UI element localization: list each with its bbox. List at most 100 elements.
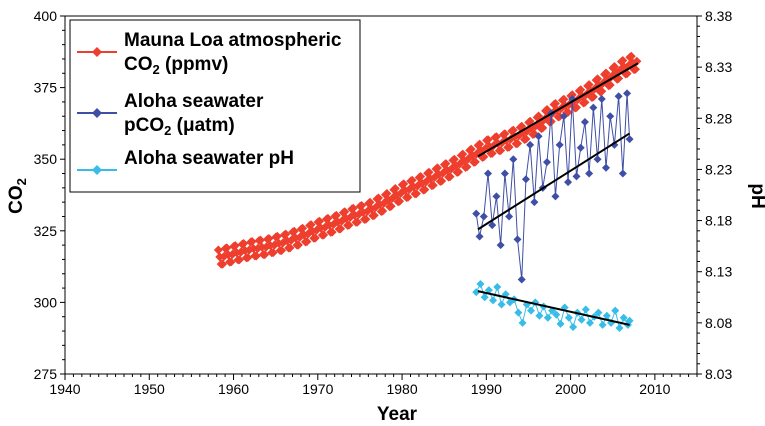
data-point bbox=[625, 316, 634, 325]
y-axis-right-title: pH bbox=[747, 183, 765, 208]
y-right-tick-label: 8.08 bbox=[705, 315, 732, 331]
y-right-tick-label: 8.23 bbox=[705, 161, 732, 177]
x-tick-label: 1940 bbox=[49, 381, 80, 397]
data-point bbox=[476, 279, 485, 288]
data-point bbox=[428, 180, 438, 190]
data-point bbox=[449, 154, 459, 164]
y-left-tick-label: 400 bbox=[34, 8, 58, 24]
data-point bbox=[564, 313, 573, 322]
trend-line-aloha_pco2 bbox=[477, 132, 631, 231]
data-point bbox=[569, 322, 578, 331]
data-point bbox=[475, 139, 485, 149]
data-point bbox=[314, 216, 324, 226]
data-point bbox=[386, 201, 396, 211]
trend-line-aloha_ph bbox=[477, 290, 630, 326]
data-point bbox=[475, 232, 484, 241]
data-point bbox=[593, 74, 603, 84]
data-point bbox=[606, 112, 615, 121]
data-point bbox=[281, 229, 291, 239]
data-point bbox=[272, 231, 282, 241]
data-point bbox=[589, 103, 598, 112]
data-point bbox=[479, 212, 488, 221]
data-point bbox=[357, 200, 367, 210]
data-point bbox=[564, 178, 573, 187]
data-point bbox=[625, 135, 634, 144]
data-point bbox=[500, 169, 509, 178]
data-point bbox=[310, 233, 320, 243]
data-point bbox=[559, 112, 568, 121]
data-point bbox=[484, 169, 493, 178]
data-point bbox=[352, 217, 362, 227]
data-point bbox=[615, 323, 624, 332]
data-point bbox=[559, 94, 569, 104]
data-point bbox=[597, 86, 607, 96]
data-point bbox=[239, 239, 249, 249]
data-point bbox=[424, 167, 434, 177]
data-point bbox=[260, 250, 270, 260]
data-point bbox=[505, 134, 515, 144]
legend-label-line2: CO2 (ppmv) bbox=[124, 54, 228, 77]
data-point bbox=[340, 207, 350, 217]
data-point bbox=[593, 155, 602, 164]
data-point bbox=[234, 255, 244, 265]
data-point bbox=[222, 243, 232, 253]
y-left-tick-label: 325 bbox=[34, 223, 58, 239]
y-left-tick-label: 375 bbox=[34, 80, 58, 96]
data-point bbox=[243, 253, 253, 263]
data-point bbox=[487, 148, 497, 158]
x-tick-label: 1950 bbox=[134, 381, 165, 397]
legend-entry-aloha_pco2: Aloha seawater pCO2 (μatm) bbox=[77, 91, 264, 138]
data-point bbox=[585, 318, 594, 327]
data-point bbox=[605, 80, 615, 90]
data-point bbox=[432, 163, 442, 173]
y-right-tick-label: 8.13 bbox=[705, 264, 732, 280]
data-point bbox=[323, 213, 333, 223]
data-point bbox=[534, 132, 543, 141]
data-point bbox=[213, 245, 223, 255]
data-point bbox=[597, 95, 606, 104]
series-mauna_loa bbox=[213, 51, 642, 269]
y-axis-left-title: CO2 bbox=[6, 178, 29, 214]
data-point bbox=[492, 192, 501, 201]
data-point bbox=[218, 259, 228, 269]
series-aloha_ph bbox=[472, 279, 634, 332]
data-point bbox=[594, 308, 603, 317]
data-point bbox=[373, 193, 383, 203]
data-point bbox=[601, 68, 611, 78]
data-point bbox=[614, 92, 623, 101]
legend-label-line2: pCO2 (μatm) bbox=[124, 115, 235, 138]
y-right-tick-label: 8.33 bbox=[705, 59, 732, 75]
data-point bbox=[572, 172, 581, 181]
data-point bbox=[302, 237, 312, 247]
data-point bbox=[623, 89, 632, 98]
data-point bbox=[399, 179, 409, 189]
data-point bbox=[535, 311, 544, 320]
legend-box bbox=[69, 19, 361, 193]
data-point bbox=[551, 192, 560, 201]
legend-swatch-marker bbox=[92, 165, 102, 175]
data-point bbox=[602, 311, 611, 320]
data-point bbox=[567, 90, 577, 100]
data-point bbox=[483, 135, 493, 145]
data-point bbox=[526, 306, 535, 315]
data-point bbox=[611, 306, 620, 315]
data-point bbox=[505, 212, 514, 221]
data-point bbox=[277, 245, 287, 255]
data-point bbox=[618, 56, 628, 66]
data-point bbox=[580, 117, 589, 126]
data-point bbox=[632, 56, 642, 66]
data-point bbox=[576, 85, 586, 95]
data-point bbox=[513, 139, 523, 149]
data-point bbox=[289, 226, 299, 236]
data-point bbox=[588, 92, 598, 102]
x-tick-label: 2010 bbox=[639, 381, 670, 397]
data-point bbox=[555, 140, 564, 149]
y-right-tick-label: 8.03 bbox=[705, 366, 732, 382]
data-point bbox=[285, 243, 295, 253]
data-point bbox=[577, 315, 586, 324]
data-point bbox=[230, 241, 240, 251]
legend-label-line1: Aloha seawater bbox=[124, 91, 264, 112]
data-point bbox=[454, 167, 464, 177]
data-point bbox=[378, 206, 388, 216]
